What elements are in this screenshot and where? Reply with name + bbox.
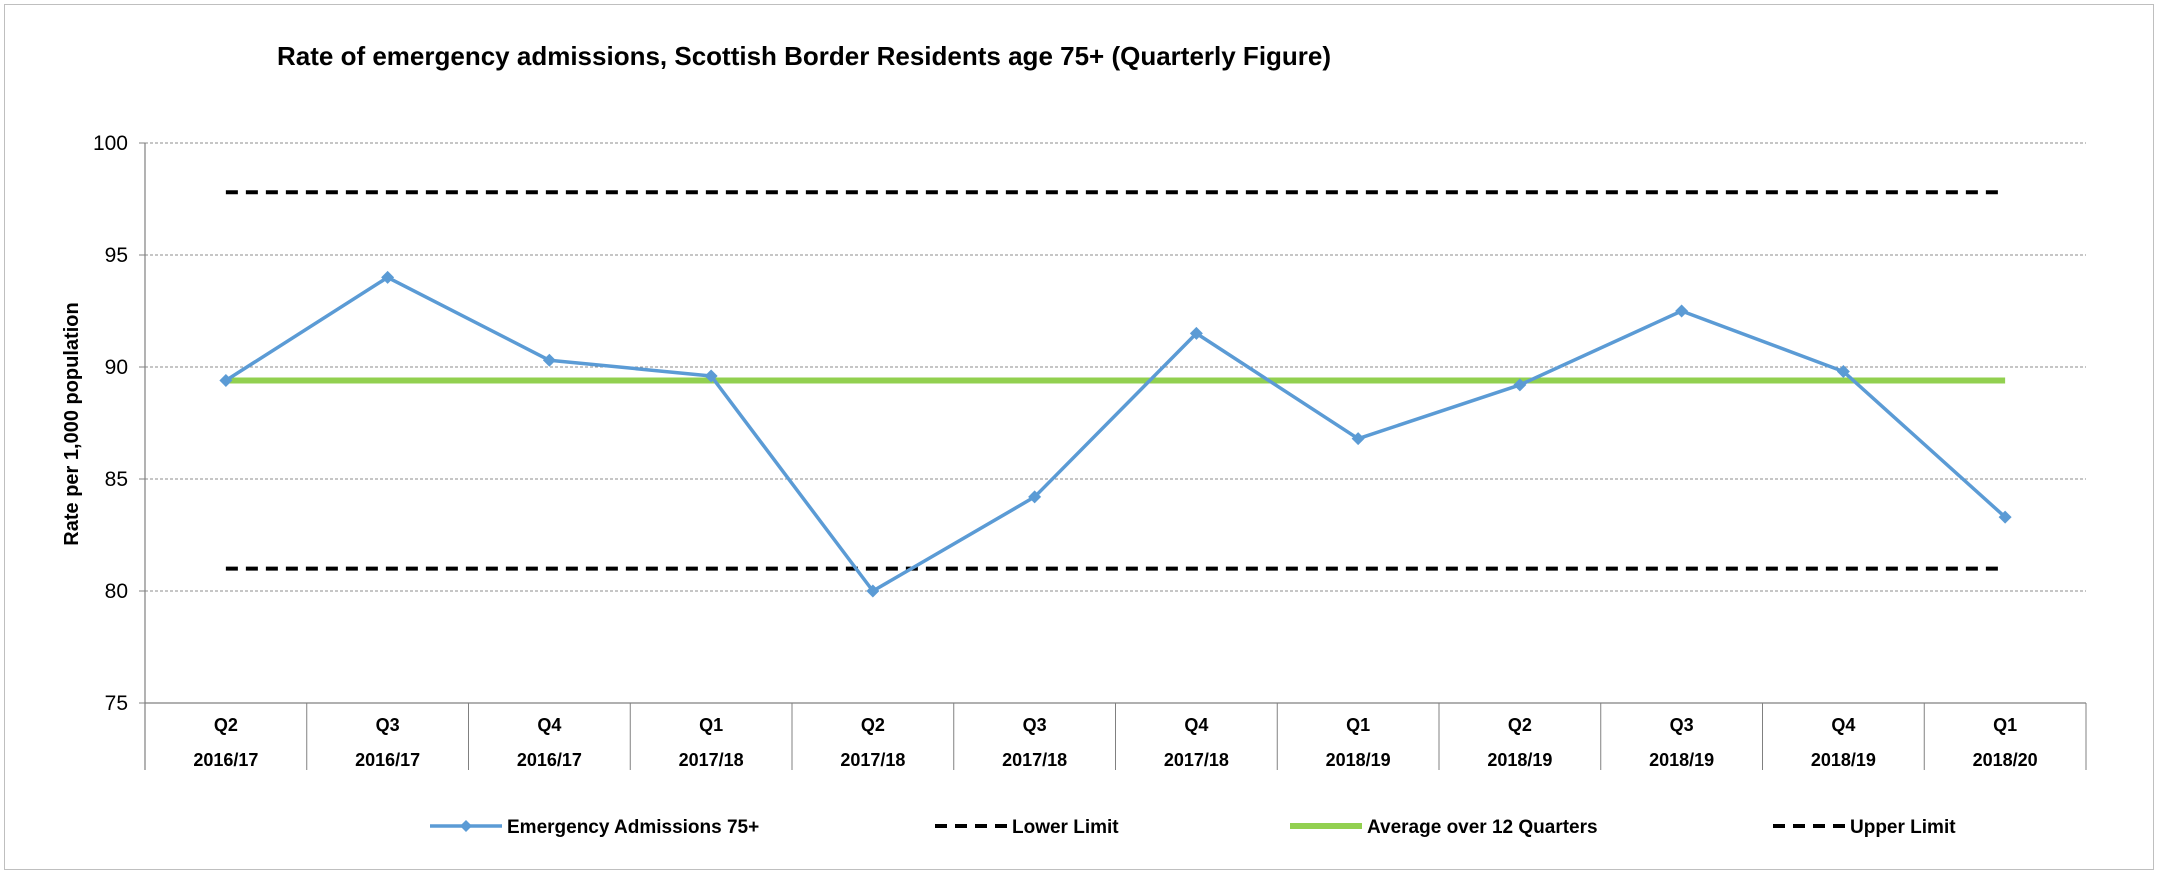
emergency-admissions-75-line	[224, 275, 2007, 593]
x-tick-label-quarter: Q1	[1993, 715, 2017, 735]
x-tick-label-year: 2016/17	[355, 750, 420, 770]
y-tick-label: 85	[105, 468, 128, 491]
x-tick-label-quarter: Q4	[1184, 715, 1208, 735]
y-tick-label: 90	[105, 356, 128, 379]
x-tick-label-year: 2018/19	[1811, 750, 1876, 770]
x-tick-label-quarter: Q2	[214, 715, 238, 735]
data-point-marker	[1351, 432, 1365, 446]
data-point-marker	[219, 373, 233, 387]
x-tick-label-quarter: Q2	[861, 715, 885, 735]
y-tick-label: 95	[105, 244, 128, 267]
data-point-marker	[381, 270, 395, 284]
x-tick-label-year: 2018/19	[1487, 750, 1552, 770]
legend: Emergency Admissions 75+ Lower Limit Avera…	[430, 817, 1956, 838]
x-tick-label-quarter: Q1	[1346, 715, 1370, 735]
data-point-marker	[1836, 364, 1850, 378]
x-tick-label-year: 2016/17	[517, 750, 582, 770]
x-tick-label-quarter: Q2	[1508, 715, 1532, 735]
axes: 100 95 90 85 80 75 Q2 2016/17 Q3 2016/17 Q4 2016/17…	[93, 132, 2087, 770]
x-tick-label-year: 2018/19	[1649, 750, 1714, 770]
x-tick-label-year: 2017/18	[1002, 750, 1067, 770]
y-axis-label: Rate per 1,000 population	[61, 302, 83, 545]
data-point-marker	[1189, 326, 1203, 340]
x-tick-label-quarter: Q3	[1670, 715, 1694, 735]
legend-label-emergency-admissions-75: Emergency Admissions 75+	[507, 817, 759, 838]
data-point-marker	[542, 353, 556, 367]
x-tick-label-year: 2016/17	[193, 750, 258, 770]
x-tick-label-quarter: Q3	[376, 715, 400, 735]
legend-label-upper-limit: Upper Limit	[1850, 817, 1956, 838]
x-tick-label-year: 2018/19	[1326, 750, 1391, 770]
x-tick-label-year: 2018/20	[1973, 750, 2038, 770]
x-tick-label-year: 2017/18	[679, 750, 744, 770]
data-point-marker	[866, 584, 880, 598]
legend-label-lower-limit: Lower Limit	[1012, 817, 1119, 838]
data-point-marker	[1513, 378, 1527, 392]
legend-label-average-over-12-quarters: Average over 12 Quarters	[1367, 817, 1598, 838]
x-tick-label-year: 2017/18	[840, 750, 905, 770]
x-tick-label-quarter: Q3	[1023, 715, 1047, 735]
legend-marker-icon	[460, 820, 472, 832]
y-tick-label: 100	[93, 132, 128, 155]
data-point-marker	[1998, 510, 2012, 524]
x-tick-label-quarter: Q4	[1831, 715, 1855, 735]
data-point-marker	[704, 369, 718, 383]
series-layer	[219, 190, 2012, 598]
x-tick-label-year: 2017/18	[1164, 750, 1229, 770]
chart-frame	[4, 4, 2154, 870]
y-tick-label: 75	[105, 692, 128, 715]
y-tick-label: 80	[105, 580, 128, 603]
x-tick-label-quarter: Q4	[537, 715, 561, 735]
data-point-marker	[1028, 490, 1042, 504]
grid	[145, 142, 2086, 592]
data-point-marker	[1675, 304, 1689, 318]
x-tick-label-quarter: Q1	[699, 715, 723, 735]
chart-title: Rate of emergency admissions, Scottish B…	[277, 41, 1331, 71]
